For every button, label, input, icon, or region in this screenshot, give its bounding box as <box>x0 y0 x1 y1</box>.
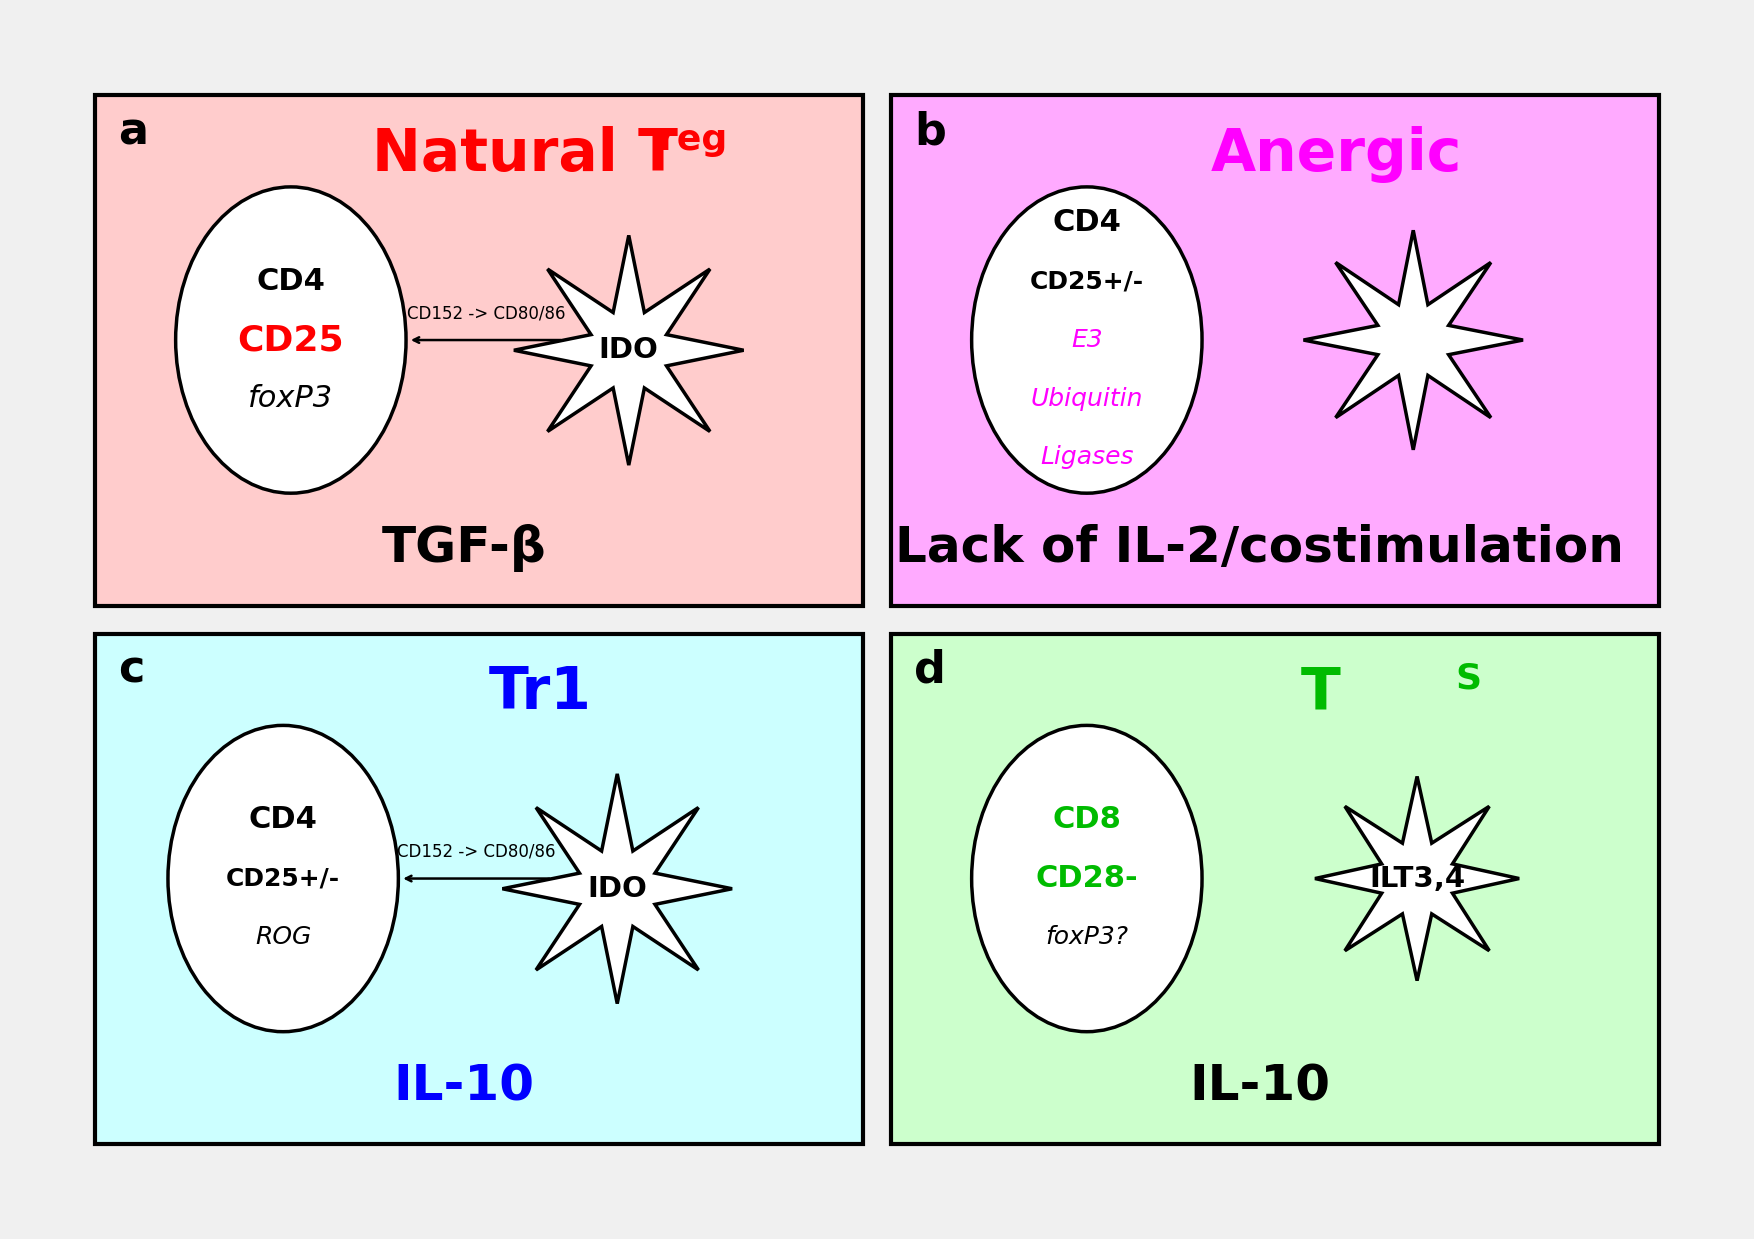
Text: Anergic: Anergic <box>1210 125 1463 182</box>
FancyBboxPatch shape <box>891 633 1659 1144</box>
Text: b: b <box>914 110 945 154</box>
Text: Natural T: Natural T <box>372 125 679 182</box>
Text: CD25+/-: CD25+/- <box>226 866 340 891</box>
FancyBboxPatch shape <box>95 633 863 1144</box>
Polygon shape <box>514 235 744 465</box>
Text: Lack of IL-2/costimulation: Lack of IL-2/costimulation <box>895 524 1624 572</box>
FancyBboxPatch shape <box>891 95 1659 606</box>
Polygon shape <box>502 774 731 1004</box>
Text: ROG: ROG <box>254 926 312 949</box>
Text: Tr1: Tr1 <box>489 664 591 721</box>
Text: TGF-β: TGF-β <box>381 524 545 572</box>
Text: CD4: CD4 <box>1052 208 1121 237</box>
Text: CD28-: CD28- <box>1035 864 1138 893</box>
Text: CD152 -> CD80/86: CD152 -> CD80/86 <box>407 304 565 322</box>
Text: S: S <box>1456 662 1482 695</box>
Text: Ubiquitin: Ubiquitin <box>1031 387 1144 411</box>
Text: a: a <box>118 110 147 154</box>
Text: CD25: CD25 <box>237 323 344 357</box>
Ellipse shape <box>175 187 405 493</box>
Text: c: c <box>118 649 144 691</box>
Ellipse shape <box>972 725 1201 1032</box>
Text: reg: reg <box>660 123 728 157</box>
Text: Ligases: Ligases <box>1040 446 1133 470</box>
Text: E3: E3 <box>1072 328 1103 352</box>
Polygon shape <box>1303 230 1522 450</box>
Text: ILT3,4: ILT3,4 <box>1370 865 1465 892</box>
Text: CD4: CD4 <box>249 805 317 834</box>
Polygon shape <box>1316 777 1519 980</box>
Text: d: d <box>914 649 945 691</box>
Text: CD8: CD8 <box>1052 805 1121 834</box>
Text: foxP3: foxP3 <box>249 384 333 414</box>
Text: IDO: IDO <box>588 875 647 903</box>
Text: IL-10: IL-10 <box>1189 1063 1330 1111</box>
Text: CD4: CD4 <box>256 266 324 296</box>
Text: foxP3?: foxP3? <box>1045 926 1128 949</box>
Text: T: T <box>1301 664 1342 721</box>
Text: IL-10: IL-10 <box>393 1063 535 1111</box>
Text: IDO: IDO <box>598 336 660 364</box>
Text: CD25+/-: CD25+/- <box>1030 269 1144 294</box>
FancyBboxPatch shape <box>95 95 863 606</box>
Ellipse shape <box>168 725 398 1032</box>
Ellipse shape <box>972 187 1201 493</box>
Text: CD152 -> CD80/86: CD152 -> CD80/86 <box>396 843 556 861</box>
